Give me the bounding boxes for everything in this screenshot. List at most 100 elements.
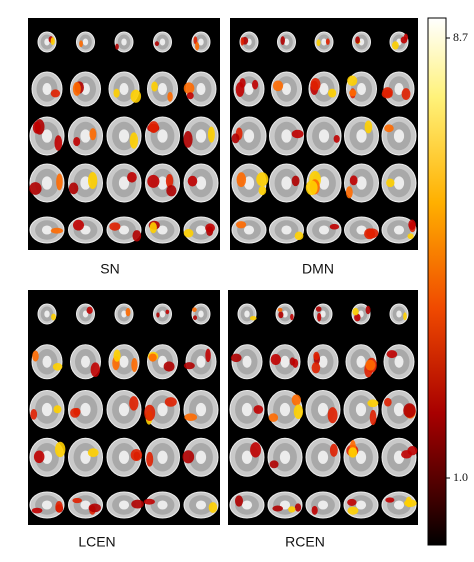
brain-core	[355, 500, 367, 510]
activation	[31, 507, 43, 514]
activation	[270, 353, 281, 366]
activation	[165, 309, 170, 315]
activation	[329, 443, 338, 457]
activation	[311, 362, 321, 374]
brain-core	[396, 310, 402, 318]
activation	[272, 80, 284, 92]
activation	[129, 132, 139, 149]
activation	[291, 129, 304, 139]
activation	[143, 498, 155, 505]
brain-core	[157, 402, 168, 417]
brain-core	[121, 310, 127, 318]
brain-core	[394, 355, 404, 368]
brain-core	[80, 402, 91, 417]
activation	[365, 305, 371, 315]
activation	[146, 451, 154, 467]
activation	[403, 403, 416, 418]
activation	[239, 78, 246, 88]
activation	[113, 88, 120, 98]
brain-core	[118, 225, 130, 235]
brain-core	[195, 450, 207, 464]
activation	[205, 223, 216, 233]
activation	[366, 228, 379, 239]
brain-core	[281, 129, 292, 143]
activation	[234, 495, 243, 507]
brain-core	[356, 355, 366, 368]
activation	[277, 307, 283, 312]
activation	[352, 307, 359, 316]
activation	[73, 407, 81, 416]
activation	[369, 409, 377, 426]
activation	[130, 89, 142, 103]
brain-core	[243, 225, 255, 235]
activation	[384, 397, 392, 407]
brain-core	[81, 355, 90, 368]
activation	[349, 89, 357, 97]
activation	[125, 307, 131, 317]
brain-core	[157, 225, 168, 235]
activation	[90, 362, 101, 378]
brain-core	[195, 176, 207, 190]
activation	[50, 37, 55, 46]
activation	[193, 315, 198, 321]
brain-core	[157, 176, 168, 190]
activation	[401, 88, 411, 100]
activation	[268, 413, 279, 422]
brain-core	[82, 310, 89, 318]
activation	[115, 43, 119, 50]
brain-core	[41, 129, 53, 143]
brain-core	[196, 83, 206, 95]
activation	[205, 348, 211, 363]
brain-core	[241, 500, 253, 510]
brain-core	[118, 402, 130, 417]
activation	[147, 174, 160, 188]
brain-core	[158, 83, 167, 95]
activation	[292, 358, 299, 368]
brain-core	[198, 38, 204, 46]
brain-core	[119, 83, 129, 95]
activation	[408, 219, 416, 230]
brain-core	[357, 83, 366, 95]
activation	[148, 121, 159, 133]
activation	[317, 312, 322, 322]
activation	[407, 233, 414, 240]
activation	[236, 221, 247, 229]
activation	[187, 175, 198, 187]
activation	[208, 502, 218, 514]
activation	[89, 128, 97, 141]
brain-core	[41, 500, 53, 510]
activation	[333, 135, 340, 143]
brain-core	[118, 129, 130, 143]
activation	[293, 404, 304, 419]
brain-core	[243, 129, 255, 143]
activation	[86, 306, 93, 315]
brain-core	[195, 402, 207, 417]
activation	[404, 499, 417, 507]
activation	[385, 497, 395, 503]
brain-core	[118, 450, 130, 464]
brain-core	[283, 38, 290, 46]
activation	[294, 503, 302, 512]
brain-core	[41, 225, 53, 235]
panel-label: RCEN	[285, 534, 325, 550]
brain-core	[281, 176, 292, 190]
brain-core	[195, 500, 207, 510]
activation	[403, 312, 407, 321]
activation	[56, 173, 63, 191]
brain-core	[195, 225, 207, 235]
activation	[354, 313, 361, 322]
activation	[367, 399, 379, 408]
activation	[272, 505, 284, 512]
activation	[32, 121, 41, 134]
activation	[328, 88, 337, 98]
activation	[250, 442, 261, 458]
brain-core	[281, 225, 292, 235]
activation	[131, 357, 138, 373]
brain-core	[118, 500, 130, 510]
activation	[55, 501, 63, 513]
activation	[236, 172, 247, 188]
activation	[315, 306, 322, 312]
activation	[382, 87, 393, 98]
activation	[182, 450, 195, 464]
activation	[50, 227, 64, 234]
